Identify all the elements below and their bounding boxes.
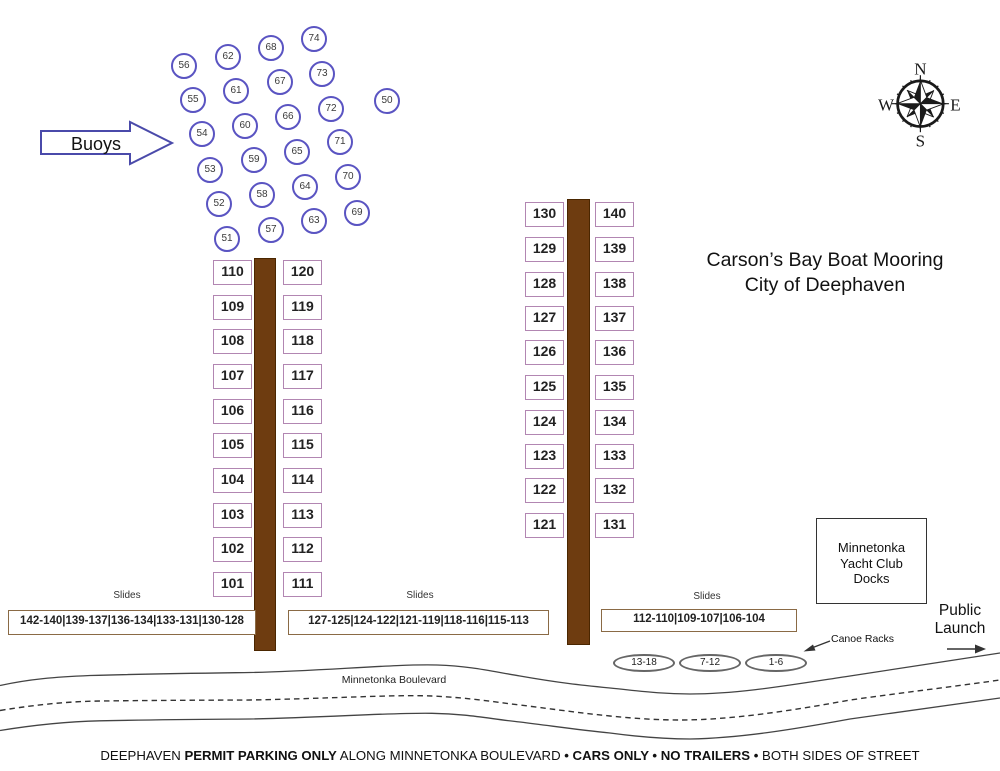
- svg-text:E: E: [950, 96, 960, 115]
- svg-text:N: N: [914, 60, 926, 79]
- svg-text:S: S: [916, 132, 925, 151]
- svg-text:W: W: [878, 96, 895, 115]
